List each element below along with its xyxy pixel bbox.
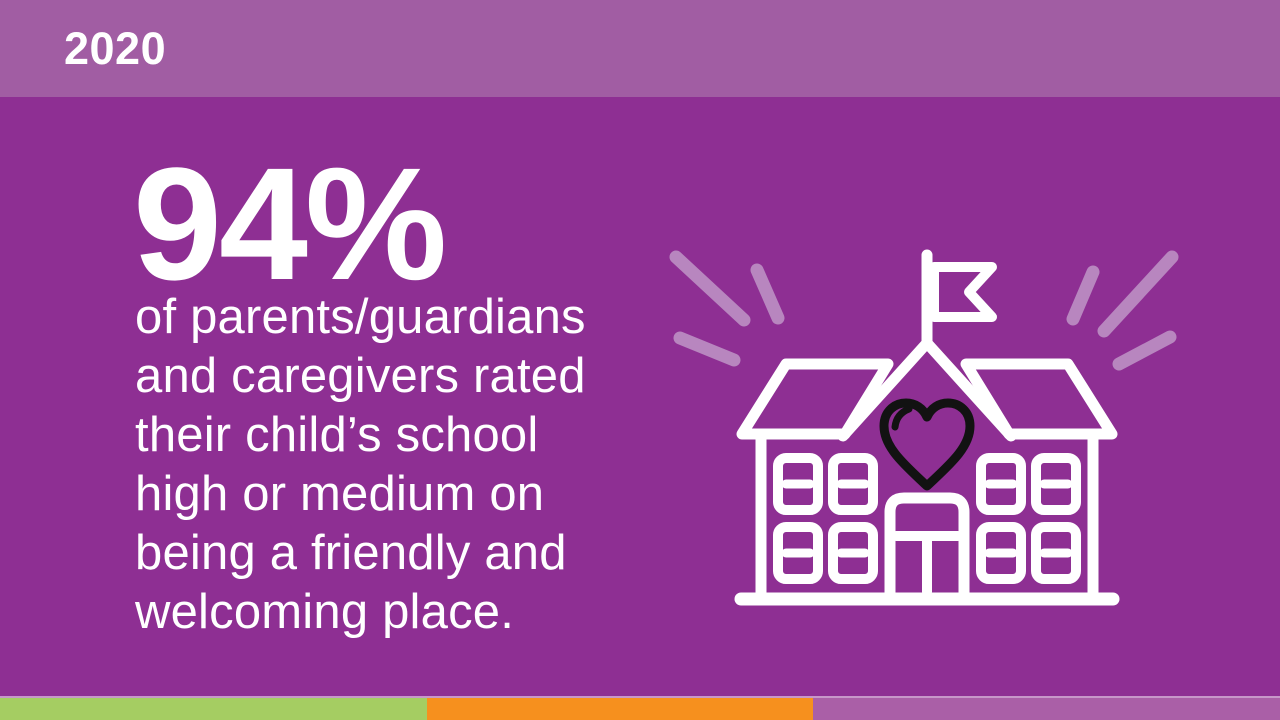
header-bar: 2020 [0,0,1280,97]
year-label: 2020 [64,23,167,74]
school-illustration-svg [669,249,1179,606]
stat-value: 94% [133,134,447,313]
footer-hairline [0,696,1280,698]
left-wing-roof [736,358,894,440]
gable-roof [837,337,1017,442]
stat-description: of parents/guardians and caregivers rate… [135,290,586,639]
school-illustration [650,240,1195,625]
heart-icon [879,398,975,491]
accent-segment-green [0,698,427,720]
sparkle-rays-right-icon [1066,250,1179,371]
flag-icon [921,249,997,349]
accent-segment-mauve [813,698,1280,720]
accent-segment-orange [427,698,813,720]
footer-accent-band [0,698,1280,720]
windows-left [773,453,878,584]
school-icon [734,249,1120,606]
sparkle-rays-left-icon [669,250,785,367]
right-wing-roof [960,358,1118,440]
door [884,492,970,603]
windows-right [976,453,1081,584]
